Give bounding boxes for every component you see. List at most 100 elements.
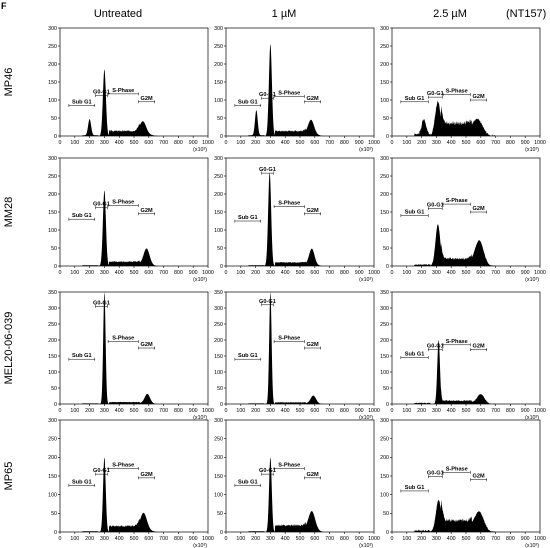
x-tick-label: 800 xyxy=(340,408,349,414)
x-tick-label: 600 xyxy=(144,536,153,542)
gate-g0-g1-label: G0-G1 xyxy=(93,202,110,208)
y-tick-label: 200 xyxy=(214,455,223,461)
plot-frame xyxy=(59,291,209,405)
x-tick-label: 200 xyxy=(251,270,260,276)
y-tick-label: 50 xyxy=(51,246,57,252)
x-tick-label: 700 xyxy=(159,408,168,414)
x-tick-label: 800 xyxy=(506,408,515,414)
x-tick-label: 900 xyxy=(355,408,364,414)
x-tick-label: 100 xyxy=(402,536,411,542)
x-tick-label: 300 xyxy=(100,140,109,146)
y-tick-label: 0 xyxy=(220,134,223,140)
gate-g0-g1-label: G0-G1 xyxy=(259,468,276,474)
x-tick-label: 0 xyxy=(225,408,228,414)
histogram-area xyxy=(226,292,374,404)
x-tick-label: 400 xyxy=(281,536,290,542)
y-tick-label: 100 xyxy=(380,370,389,376)
x-tick-label: 300 xyxy=(100,270,109,276)
x-tick-label: 700 xyxy=(325,408,334,414)
x-tick-label: 500 xyxy=(130,270,139,276)
plot-frame xyxy=(225,291,375,405)
gate-g2m-label: G2M xyxy=(307,342,319,348)
x-tick-label: 100 xyxy=(236,536,245,542)
y-tick-label: 250 xyxy=(214,436,223,442)
y-tick-label: 200 xyxy=(48,338,57,344)
column-title-untreated: Untreated xyxy=(94,8,142,20)
x-tick-label: 800 xyxy=(340,536,349,542)
x-tick-label: 600 xyxy=(310,270,319,276)
x-tick-label: 900 xyxy=(355,140,364,146)
gate-sub-g1-label: Sub G1 xyxy=(405,352,425,358)
y-tick-label: 0 xyxy=(220,402,223,408)
y-tick-label: 300 xyxy=(380,26,389,32)
gate-g2m-label: G2M xyxy=(473,94,485,100)
row-title: MEL20-06-039 xyxy=(3,312,15,385)
gate-s-phase-label: S-Phase xyxy=(112,463,134,469)
x-tick-label: 900 xyxy=(521,408,530,414)
y-tick-label: 150 xyxy=(380,474,389,480)
x-tick-label: 500 xyxy=(462,408,471,414)
y-tick-label: 50 xyxy=(51,386,57,392)
x-tick-label: 900 xyxy=(355,270,364,276)
x-tick-label: 400 xyxy=(447,408,456,414)
x-tick-label: 500 xyxy=(296,536,305,542)
plot-frame xyxy=(59,157,209,267)
y-tick-label: 0 xyxy=(220,530,223,536)
x-tick-label: 200 xyxy=(85,408,94,414)
histogram-area xyxy=(392,100,540,136)
x-tick-label: 200 xyxy=(85,270,94,276)
gate-sub-g1-label: Sub G1 xyxy=(72,479,92,485)
y-tick-label: 150 xyxy=(48,80,57,86)
y-tick-label: 250 xyxy=(48,322,57,328)
gate-sub-g1-label: Sub G1 xyxy=(238,99,258,105)
histogram-panel: 0 50 100 150 200 250 300 0 100 200 300 400 500 600 700… xyxy=(214,26,380,153)
x-tick-label: 300 xyxy=(100,536,109,542)
y-tick-label: 300 xyxy=(214,26,223,32)
row-title: MP46 xyxy=(3,68,15,97)
histogram-panel: 0 50 100 150 200 250 300 0 100 200 300 400 500 600 700… xyxy=(48,418,214,548)
x-tick-label: 0 xyxy=(225,270,228,276)
histogram-panel: 0 50 100 150 200 250 300 0 100 200 300 400 500 600 700… xyxy=(214,418,380,548)
y-tick-label: 50 xyxy=(217,511,223,517)
gate-sub-g1-label: Sub G1 xyxy=(72,213,92,219)
y-tick-label: 250 xyxy=(214,44,223,50)
x-tick-label: 600 xyxy=(310,140,319,146)
x-tick-label: 100 xyxy=(402,270,411,276)
x-tick-label: 600 xyxy=(476,408,485,414)
x-tick-label: 600 xyxy=(476,270,485,276)
y-tick-label: 50 xyxy=(383,116,389,122)
x-tick-label: 800 xyxy=(506,140,515,146)
histogram-area xyxy=(392,340,540,404)
x-tick-label: 100 xyxy=(402,140,411,146)
y-tick-label: 0 xyxy=(54,402,57,408)
y-tick-label: 200 xyxy=(214,62,223,68)
x-tick-label: 0 xyxy=(59,536,62,542)
x-tick-label: 300 xyxy=(266,536,275,542)
y-tick-label: 200 xyxy=(380,192,389,198)
x-tick-label: 400 xyxy=(281,270,290,276)
x-tick-label: 1000 xyxy=(534,140,546,146)
x-tick-label: 0 xyxy=(59,270,62,276)
x-tick-label: 200 xyxy=(85,140,94,146)
gate-sub-g1-label: Sub G1 xyxy=(72,99,92,105)
gate-s-phase-label: S-Phase xyxy=(112,336,134,342)
histogram-panel: 0 50 100 150 200 250 300 0 100 200 300 400 500 600 700… xyxy=(380,418,546,548)
x-tick-label: 900 xyxy=(189,408,198,414)
gate-s-phase-label: S-Phase xyxy=(112,88,134,94)
y-tick-label: 300 xyxy=(380,156,389,162)
x-tick-label: 400 xyxy=(115,270,124,276)
x-unit-label: (x10³) xyxy=(359,147,373,153)
plot-frame xyxy=(59,27,209,137)
y-tick-label: 0 xyxy=(54,264,57,270)
y-tick-label: 250 xyxy=(380,174,389,180)
x-unit-label: (x10³) xyxy=(193,543,207,548)
x-tick-label: 800 xyxy=(340,270,349,276)
y-tick-label: 100 xyxy=(214,370,223,376)
x-tick-label: 300 xyxy=(432,270,441,276)
gate-g0-g1-label: G0-G1 xyxy=(93,90,110,96)
y-tick-label: 0 xyxy=(54,134,57,140)
x-unit-label: (x10³) xyxy=(525,277,539,283)
x-tick-label: 300 xyxy=(432,536,441,542)
x-tick-label: 700 xyxy=(491,536,500,542)
x-tick-label: 1000 xyxy=(534,408,546,414)
